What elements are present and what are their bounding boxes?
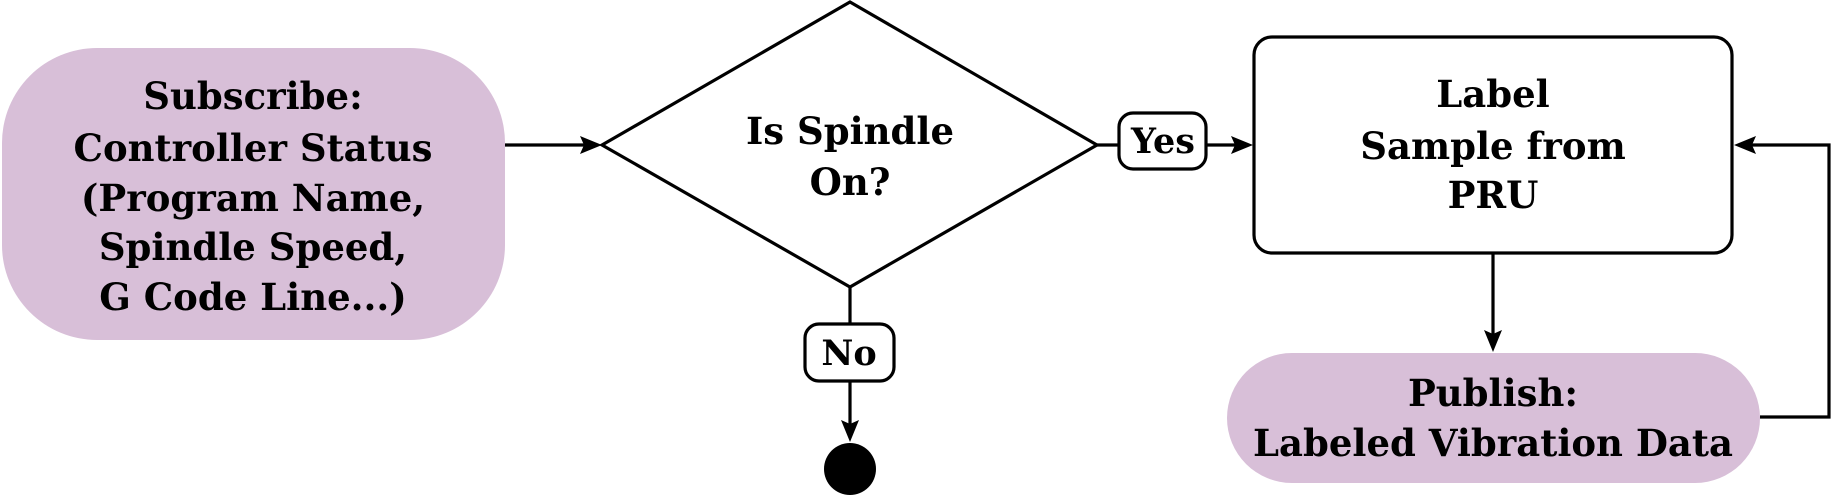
- decision-line-1: Is Spindle: [746, 109, 954, 153]
- publish-node: Publish: Labeled Vibration Data: [1227, 353, 1760, 483]
- label-sample-node: Label Sample from PRU: [1252, 35, 1734, 255]
- arrow-subscribe-to-decision: [505, 136, 602, 154]
- no-label-text: No: [821, 333, 876, 374]
- subscribe-node-shape: [2, 48, 505, 340]
- subscribe-line-3: (Program Name,: [81, 176, 425, 220]
- publish-line-2: Labeled Vibration Data: [1253, 421, 1733, 465]
- decision-line-2: On?: [810, 160, 891, 204]
- publish-node-shape: [1227, 353, 1760, 483]
- label-sample-line-1: Label: [1436, 72, 1549, 116]
- subscribe-node: Subscribe: Controller Status (Program Na…: [2, 48, 505, 340]
- no-label-box: [803, 322, 896, 383]
- yes-label-box: [1117, 111, 1208, 171]
- subscribe-line-4: Spindle Speed,: [99, 225, 407, 269]
- arrow-loop-publish-to-label: [1734, 136, 1831, 419]
- arrow-no: [841, 287, 859, 442]
- subscribe-line-1: Subscribe:: [143, 74, 362, 118]
- decision-node: Is Spindle On?: [598, 0, 1101, 289]
- label-sample-line-3: PRU: [1448, 173, 1539, 217]
- subscribe-line-5: G Code Line...): [99, 275, 407, 319]
- subscribe-line-2: Controller Status: [74, 126, 433, 170]
- publish-line-1: Publish:: [1408, 371, 1578, 415]
- label-sample-line-2: Sample from: [1360, 124, 1625, 168]
- no-label: No: [803, 322, 896, 383]
- end-node: [824, 443, 876, 495]
- yes-label-text: Yes: [1130, 121, 1195, 162]
- yes-label: Yes: [1117, 111, 1208, 171]
- arrow-yes: [1097, 136, 1253, 154]
- arrow-label-to-publish: [1484, 253, 1502, 352]
